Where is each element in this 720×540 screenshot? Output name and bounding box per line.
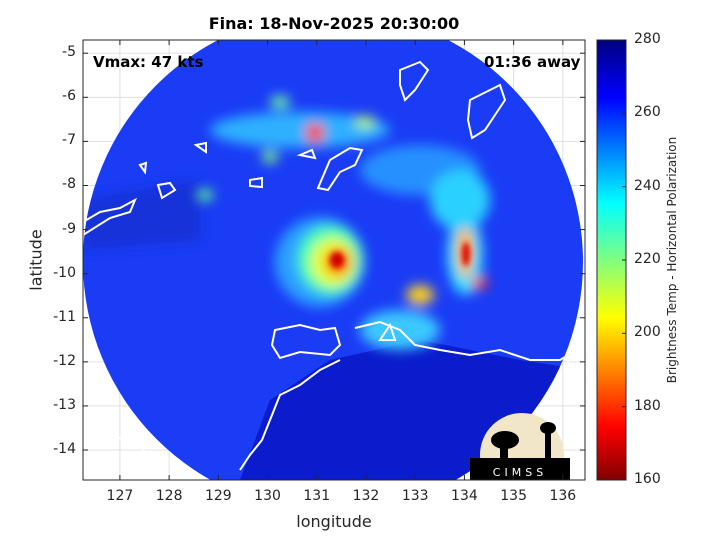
- colorbar-tick-label: 280: [634, 31, 661, 47]
- x-tick-label: 132: [352, 488, 380, 504]
- cimss-logo: CIMSS: [470, 413, 570, 480]
- x-tick-label: 131: [303, 488, 331, 504]
- y-tick-label: -12: [53, 352, 76, 369]
- y-tick-label: -9: [62, 220, 76, 237]
- coastlines: [83, 60, 585, 480]
- y-tick-label: -6: [62, 88, 76, 105]
- x-tick-label: 130: [254, 488, 281, 504]
- colorbar: [596, 39, 627, 481]
- x-tick-label: 135: [500, 488, 527, 504]
- y-tick-label: -13: [53, 396, 76, 413]
- y-tick-label: -11: [53, 308, 76, 325]
- x-tick-label: 127: [106, 488, 134, 504]
- colorbar-tick-label: 240: [634, 177, 661, 194]
- x-tick-label: 128: [155, 488, 183, 504]
- svg-text:CIMSS: CIMSS: [493, 466, 547, 479]
- y-tick-label: -10: [53, 264, 76, 281]
- y-tick-label: -14: [53, 441, 76, 458]
- y-tick-label: -5: [62, 44, 76, 61]
- x-axis-label: longitude: [296, 512, 372, 531]
- x-tick-label: 136: [549, 488, 577, 504]
- x-tick-label: 129: [204, 488, 232, 504]
- colorbar-tick-label: 220: [634, 251, 661, 267]
- colorbar-tick-label: 160: [634, 471, 661, 487]
- y-axis-label: latitude: [26, 229, 46, 291]
- satellite-swath: [83, 40, 583, 480]
- colorbar-label: Brightness Temp - Horizontal Polarizatio…: [665, 136, 679, 384]
- colorbar-tick-label: 180: [634, 397, 661, 414]
- vmax-label: Vmax: 47 kts: [93, 53, 204, 71]
- chart-title: Fina: 18-Nov-2025 20:30:00: [208, 14, 460, 33]
- colorbar-tick-label: 260: [634, 104, 661, 121]
- colorbar-tick-label: 200: [634, 324, 661, 341]
- y-tick-label: -7: [62, 132, 76, 149]
- x-tick-label: 134: [451, 488, 478, 504]
- time-away-label: 01:36 away: [484, 53, 581, 71]
- x-tick-label: 133: [401, 488, 429, 504]
- y-tick-label: -8: [62, 176, 76, 193]
